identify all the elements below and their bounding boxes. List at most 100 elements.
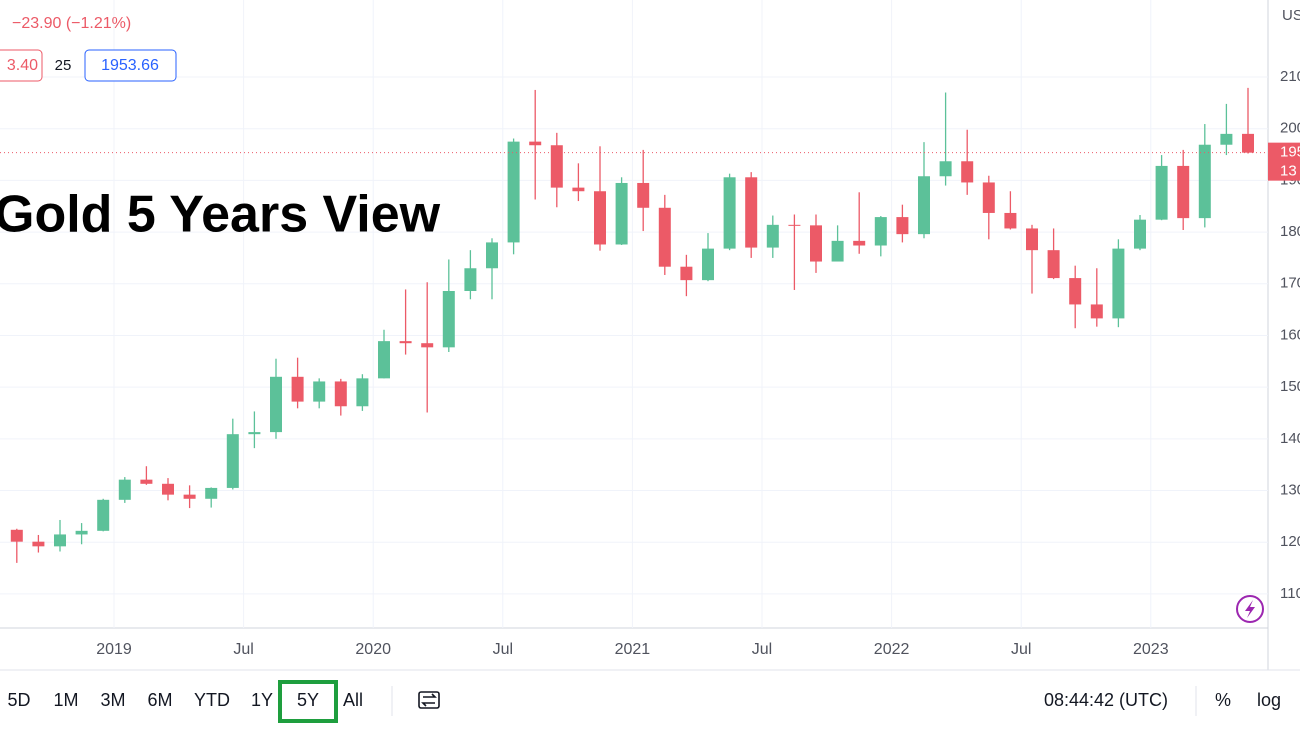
candle-body <box>918 176 930 235</box>
range-button[interactable]: All <box>343 690 363 710</box>
candle-body <box>529 141 542 146</box>
candle-body <box>162 483 174 495</box>
candle-body <box>1220 133 1233 145</box>
range-button[interactable]: 6M <box>147 690 172 710</box>
candle-body <box>1047 250 1060 279</box>
candle-body <box>313 381 326 402</box>
candles <box>10 87 1254 563</box>
x-tick-label: 2019 <box>96 641 132 658</box>
candle-body <box>637 182 650 208</box>
x-tick-label: 2023 <box>1133 641 1169 658</box>
candle-body <box>464 268 477 291</box>
candle-body <box>1177 165 1190 219</box>
candle-body <box>1090 304 1103 319</box>
candle-body <box>982 182 995 213</box>
candle-body <box>788 224 801 226</box>
compare-icon[interactable] <box>418 691 440 709</box>
candle-body <box>961 161 974 183</box>
candle-body <box>1004 212 1017 229</box>
axis-unit: USD <box>1282 7 1300 24</box>
y-tick-label: 1500 <box>1280 378 1300 395</box>
candle-body <box>226 434 239 488</box>
candle-body <box>594 191 606 245</box>
candle-body <box>550 145 563 188</box>
x-tick-label: Jul <box>752 641 772 658</box>
value-box <box>84 49 177 82</box>
log-toggle[interactable]: log <box>1257 690 1281 710</box>
candle-body <box>745 177 758 248</box>
y-tick-label: 2100 <box>1280 68 1300 85</box>
candle-body <box>939 161 952 177</box>
candle-body <box>896 217 909 235</box>
candle-body <box>442 290 455 348</box>
candle-body <box>205 487 218 499</box>
candle-body <box>97 499 110 531</box>
range-button[interactable]: 5Y <box>297 690 319 710</box>
candle-body <box>507 141 520 243</box>
value-text: 25 <box>55 57 72 74</box>
y-tick-label: 1100 <box>1280 585 1300 602</box>
y-tick-label: 1600 <box>1280 326 1300 343</box>
candle-body <box>399 341 412 344</box>
candle-body <box>291 376 304 402</box>
candle-body <box>54 534 66 547</box>
range-button[interactable]: 1Y <box>251 690 273 710</box>
active-range-box <box>278 680 338 723</box>
range-button[interactable]: 3M <box>100 690 125 710</box>
candle-body <box>1198 144 1211 219</box>
candle-body <box>1134 219 1146 249</box>
candle-body <box>874 217 887 246</box>
percent-toggle[interactable]: % <box>1215 690 1231 710</box>
value-box-text: 3.40 <box>7 57 38 74</box>
value-box <box>0 49 43 82</box>
candle-body <box>680 266 693 281</box>
candle-body <box>32 541 45 547</box>
lightning-glyph <box>1245 600 1255 618</box>
candle-body <box>118 479 131 500</box>
y-tick-label: 1700 <box>1280 275 1300 292</box>
candle-body <box>140 479 153 484</box>
candle-body <box>853 240 866 246</box>
candle-body <box>486 242 498 269</box>
x-tick-label: Jul <box>493 641 513 658</box>
candle-body <box>831 240 844 262</box>
candle-body <box>1026 228 1038 251</box>
price-tag-countdown: 13 <box>1280 163 1297 180</box>
candle-body <box>810 225 822 262</box>
range-button[interactable]: 1M <box>53 690 78 710</box>
chart-title: Gold 5 Years View <box>0 186 441 244</box>
candle-body <box>723 177 736 249</box>
clock: 08:44:42 (UTC) <box>1044 690 1168 710</box>
candle-body <box>1155 165 1168 220</box>
x-tick-label: 2022 <box>874 641 910 658</box>
candle-body <box>572 187 585 192</box>
y-tick-label: 1300 <box>1280 481 1300 498</box>
candle-body <box>658 207 671 267</box>
candle-body <box>248 432 261 435</box>
range-button[interactable]: 5D <box>7 690 30 710</box>
x-tick-label: Jul <box>233 641 253 658</box>
candle-body <box>1242 133 1254 153</box>
value-box-text: 1953.66 <box>101 57 159 74</box>
candle-body <box>378 341 390 379</box>
candle-body <box>1069 278 1082 305</box>
y-tick-label: 2000 <box>1280 120 1300 137</box>
y-tick-label: 1800 <box>1280 223 1300 240</box>
candle-body <box>334 381 347 407</box>
y-tick-label: 1200 <box>1280 533 1300 550</box>
toolbar: 5D 1M 3M 6M YTD 1Y 5Y All <box>7 680 363 723</box>
candle-body <box>421 343 434 348</box>
y-tick-label: 1400 <box>1280 430 1300 447</box>
x-tick-label: 2020 <box>355 641 391 658</box>
candle-body <box>702 248 714 281</box>
candle-body <box>270 376 282 433</box>
candle-body <box>766 224 779 248</box>
x-tick-label: 2021 <box>615 641 651 658</box>
x-tick-label: Jul <box>1011 641 1031 658</box>
price-tag-label: 1953.66 <box>1280 144 1300 161</box>
range-button[interactable]: YTD <box>194 690 230 710</box>
candle-body <box>10 529 23 542</box>
candle-body <box>183 494 196 499</box>
